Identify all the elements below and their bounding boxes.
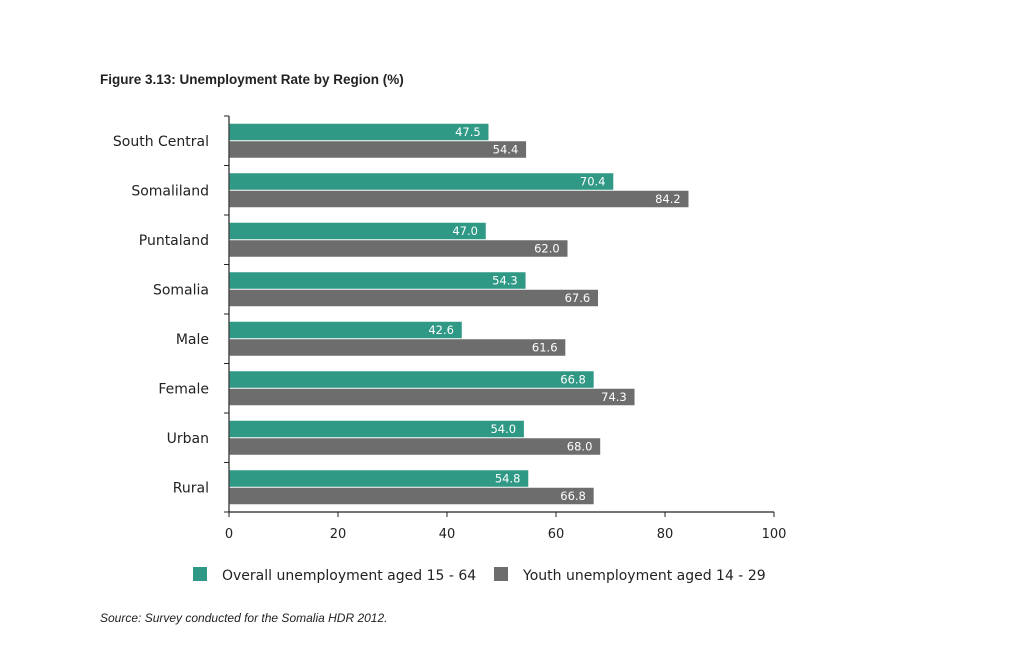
category-label: South Central bbox=[113, 134, 209, 150]
data-label: 54.0 bbox=[490, 422, 516, 436]
data-label: 54.3 bbox=[492, 273, 518, 287]
category-label: Urban bbox=[167, 431, 209, 447]
x-tick-label: 20 bbox=[330, 527, 347, 542]
legend-swatch bbox=[494, 567, 508, 581]
chart-title: Figure 3.13: Unemployment Rate by Region… bbox=[100, 72, 404, 87]
bar-overall bbox=[229, 371, 594, 388]
data-label: 47.5 bbox=[455, 125, 481, 139]
x-tick-label: 40 bbox=[439, 527, 456, 542]
legend-label: Overall unemployment aged 15 - 64 bbox=[222, 568, 476, 584]
bar-overall bbox=[229, 321, 462, 339]
data-label: 61.6 bbox=[532, 340, 558, 354]
category-label: Female bbox=[158, 381, 209, 397]
x-tick-label: 80 bbox=[657, 527, 674, 542]
data-label: 67.6 bbox=[565, 291, 591, 305]
bar-youth bbox=[229, 388, 635, 406]
bar-youth bbox=[229, 240, 568, 257]
bar-overall bbox=[229, 123, 489, 141]
x-tick-label: 100 bbox=[762, 527, 787, 542]
bar-youth bbox=[229, 487, 594, 505]
data-label: 68.0 bbox=[567, 439, 593, 453]
bar-youth bbox=[229, 289, 599, 307]
bar-overall bbox=[229, 470, 529, 487]
category-label: Somaliland bbox=[131, 183, 209, 199]
bar-overall bbox=[229, 222, 486, 240]
bar-youth bbox=[229, 141, 527, 158]
data-label: 66.8 bbox=[560, 489, 586, 503]
data-label: 62.0 bbox=[534, 241, 560, 255]
data-label: 66.8 bbox=[560, 372, 586, 386]
bar-overall bbox=[229, 173, 614, 190]
data-label: 42.6 bbox=[428, 323, 454, 337]
category-label: Puntaland bbox=[139, 233, 209, 249]
x-tick-label: 0 bbox=[225, 527, 233, 542]
legend-swatch bbox=[193, 567, 207, 581]
data-label: 47.0 bbox=[452, 224, 478, 238]
category-label: Male bbox=[176, 332, 209, 348]
category-label: Somalia bbox=[153, 282, 209, 298]
data-label: 54.4 bbox=[493, 142, 519, 156]
bar-overall bbox=[229, 272, 526, 289]
bar-youth bbox=[229, 190, 689, 208]
data-label: 74.3 bbox=[601, 390, 627, 404]
bar-youth bbox=[229, 438, 601, 455]
data-label: 54.8 bbox=[495, 471, 521, 485]
data-label: 84.2 bbox=[655, 192, 681, 206]
source-note: Source: Survey conducted for the Somalia… bbox=[100, 611, 388, 625]
bar-overall bbox=[229, 420, 524, 438]
bar-youth bbox=[229, 339, 566, 356]
data-label: 70.4 bbox=[580, 174, 606, 188]
x-tick-label: 60 bbox=[548, 527, 565, 542]
category-label: Rural bbox=[173, 480, 209, 496]
legend-label: Youth unemployment aged 14 - 29 bbox=[522, 568, 766, 584]
